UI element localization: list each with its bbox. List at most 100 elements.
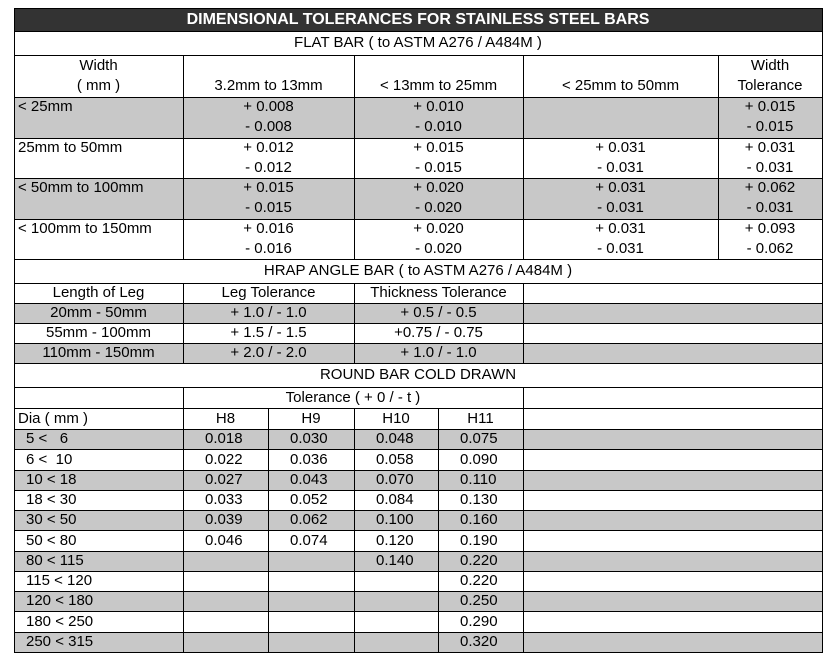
section-title-cell [14,363,823,388]
header-text: H9 [301,410,321,427]
value-text: - 0.031 [746,159,794,176]
value-text: 0.030 [290,430,328,447]
section-title-cell [14,259,823,284]
value-text: 0.018 [205,430,243,447]
value-text: + 0.008 [243,98,294,115]
value-cell [183,551,269,572]
row-label: 6 < 10 [26,451,73,468]
value-cell [183,97,355,139]
value-cell [523,97,719,139]
value-cell [523,429,823,450]
value-cell [523,510,823,531]
value-text: 0.022 [205,451,243,468]
value-text: 55mm - 100mm [45,324,152,341]
value-cell [268,611,355,633]
value-text: + 0.062 [744,179,796,196]
header-text: < 13mm to 25mm [379,77,498,94]
value-cell [523,178,719,220]
row-label: 250 < 315 [26,633,94,650]
value-text: 0.250 [460,592,498,609]
section-title: ROUND BAR COLD DRAWN [319,366,517,383]
header-cell [718,55,823,98]
cell [14,387,184,409]
value-text: 20mm - 50mm [50,304,147,321]
value-text: 0.110 [460,471,497,488]
value-text: - 0.015 [245,199,292,216]
row-label: 5 < 6 [26,430,69,447]
value-cell [718,97,823,139]
value-cell [354,632,439,653]
value-cell [523,632,823,653]
header-text: Length of Leg [52,284,145,301]
value-text: 0.043 [290,471,328,488]
header-text: Tolerance [737,77,803,94]
value-cell [523,470,823,491]
header-text: < 25mm to 50mm [561,77,680,94]
cell [523,387,823,409]
value-text: - 0.008 [245,118,292,135]
value-cell [354,97,524,139]
value-text: 110mm - 150mm [42,344,155,361]
row-label-cell [14,97,184,139]
header-cell [523,55,719,98]
value-text: + 0.020 [413,220,464,237]
value-cell [523,323,823,344]
value-text: + 0.016 [243,220,294,237]
value-text: + 0.031 [744,139,796,156]
value-text: 0.039 [205,511,243,528]
header-text: Width [750,57,790,74]
value-cell [183,138,355,179]
value-text: 0.320 [460,633,498,650]
section-title: HRAP ANGLE BAR ( to ASTM A276 / A484M ) [263,262,573,279]
value-text: 0.100 [376,511,414,528]
value-cell [183,611,269,633]
value-text: 0.058 [376,451,414,468]
value-text: + 0.012 [243,139,294,156]
section-title: FLAT BAR ( to ASTM A276 / A484M ) [294,34,542,51]
value-text: 0.027 [205,471,243,488]
value-text: +0.75 / - 0.75 [394,324,483,341]
value-cell [268,591,355,612]
row-label: 25mm to 50mm [18,139,123,156]
value-text: 0.052 [290,491,328,508]
value-text: - 0.062 [746,240,794,257]
header-text: H8 [215,410,236,427]
value-text: + 1.5 / - 1.5 [230,324,307,341]
value-text: 0.220 [460,572,498,589]
value-text: - 0.031 [597,240,644,257]
tolerance-label: Tolerance ( + 0 / - t ) [285,389,421,406]
value-cell [523,611,823,633]
value-text: 0.090 [460,451,498,468]
value-text: - 0.031 [746,199,794,216]
header-text: Leg Tolerance [221,284,316,301]
header-text: H11 [467,410,494,427]
value-cell [183,591,269,612]
value-cell [183,632,269,653]
value-text: 0.048 [376,430,414,447]
row-label: 10 < 18 [26,471,77,488]
title: DIMENSIONAL TOLERANCES FOR STAINLESS STE… [186,11,650,28]
header-text: Dia ( mm ) [18,410,88,427]
value-cell [268,632,355,653]
value-text: + 0.031 [595,139,646,156]
value-text: 0.036 [290,451,328,468]
value-text: - 0.031 [597,199,644,216]
value-text: - 0.016 [245,240,292,257]
value-text: 0.190 [460,532,498,549]
header-cell [183,55,355,98]
value-cell [354,571,439,592]
value-cell [354,611,439,633]
row-label: < 100mm to 150mm [18,220,152,237]
value-cell [523,303,823,324]
row-label: 80 < 115 [26,552,84,569]
value-cell [523,591,823,612]
value-text: - 0.012 [245,159,292,176]
row-label: 18 < 30 [26,491,77,508]
value-text: + 0.5 / - 0.5 [400,304,477,321]
value-text: + 0.015 [744,98,796,115]
value-cell [183,178,355,220]
value-cell [523,530,823,552]
header-cell [523,283,823,304]
row-label: 115 < 120 [26,572,93,589]
value-text: 0.120 [376,532,414,549]
